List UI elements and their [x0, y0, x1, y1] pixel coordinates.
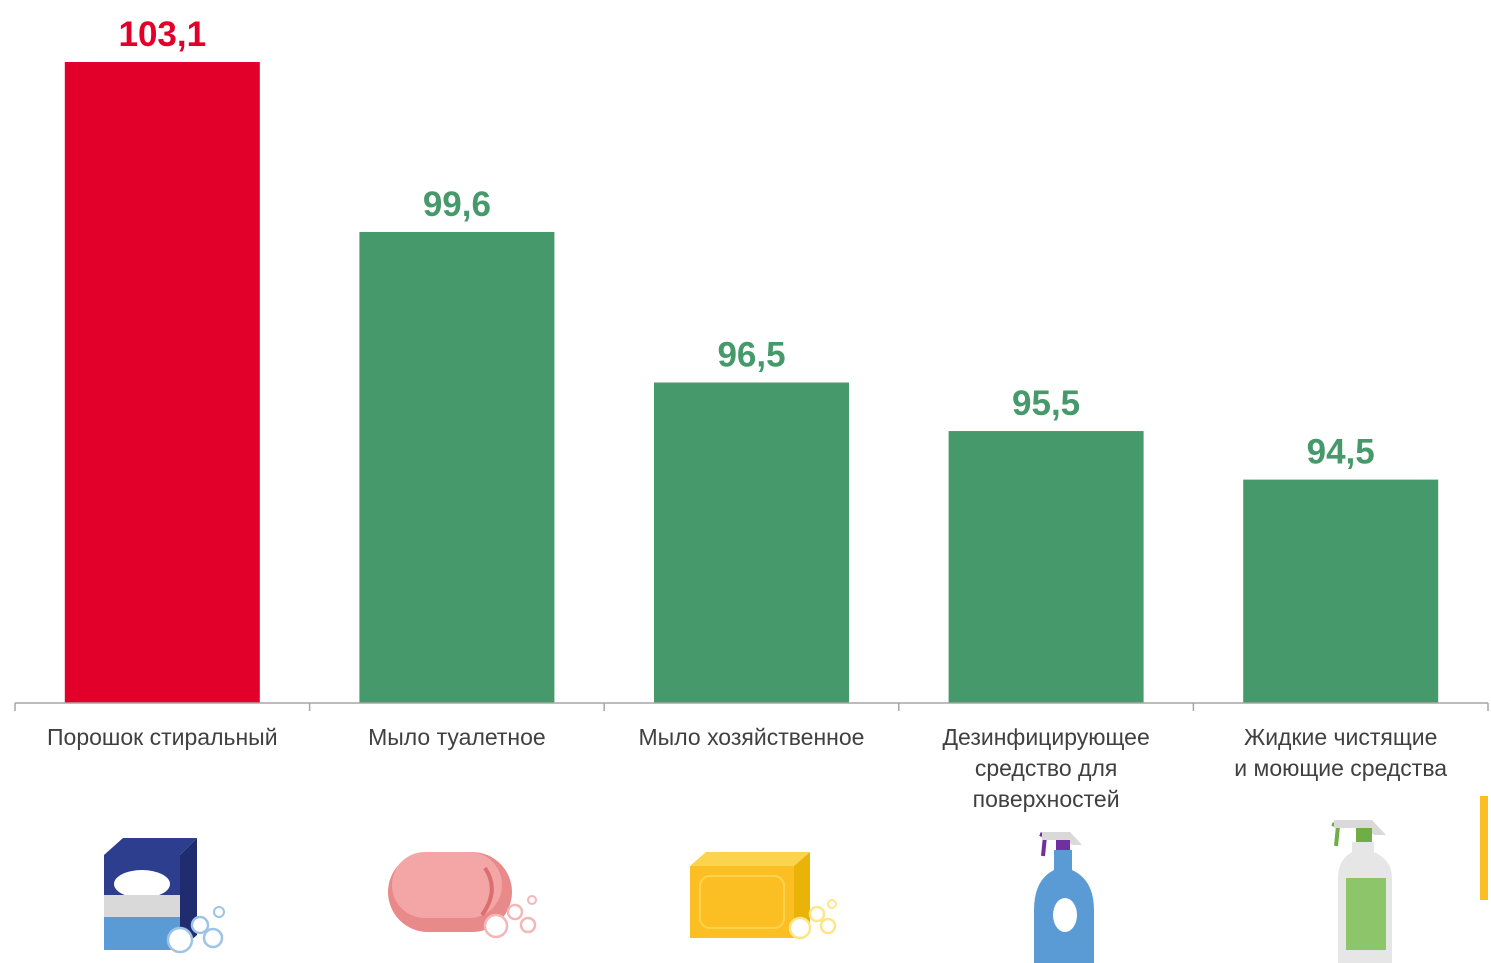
x-axis: [14, 702, 1489, 711]
bars-group: [64, 62, 1439, 703]
category-label: Мыло хозяйственное: [639, 724, 865, 750]
category-labels-group: Порошок стиральный Мыло туалетное Мыло хоз…: [47, 724, 1447, 812]
bar: [64, 62, 260, 703]
cleaning-spray-bottle-icon: [1331, 820, 1392, 963]
accent-strip: [1480, 796, 1488, 900]
toilet-soap-icon: [388, 852, 537, 939]
washing-powder-box-icon: [104, 838, 225, 954]
laundry-soap-icon: [690, 852, 837, 940]
category-label: Жидкие чистящие: [1244, 724, 1437, 750]
category-label: Мыло туалетное: [368, 724, 546, 750]
category-label: средство для: [975, 755, 1117, 781]
value-labels-group: 103,1 99,6 96,5 95,5 94,5: [119, 15, 1375, 472]
bar: [948, 431, 1144, 703]
category-label: Порошок стиральный: [47, 724, 278, 750]
bar: [1243, 479, 1439, 703]
bar-value-label: 103,1: [119, 15, 207, 54]
category-label: и моющие средства: [1234, 755, 1447, 781]
category-label: поверхностей: [973, 786, 1120, 812]
bar: [359, 231, 555, 703]
disinfectant-spray-bottle-icon: [1034, 832, 1094, 963]
bar-value-label: 99,6: [423, 185, 491, 224]
bar-value-label: 94,5: [1307, 433, 1375, 472]
bar-value-label: 95,5: [1012, 384, 1080, 423]
bar: [654, 382, 849, 703]
category-label: Дезинфицирующее: [942, 724, 1149, 750]
bar-value-label: 96,5: [717, 336, 785, 375]
